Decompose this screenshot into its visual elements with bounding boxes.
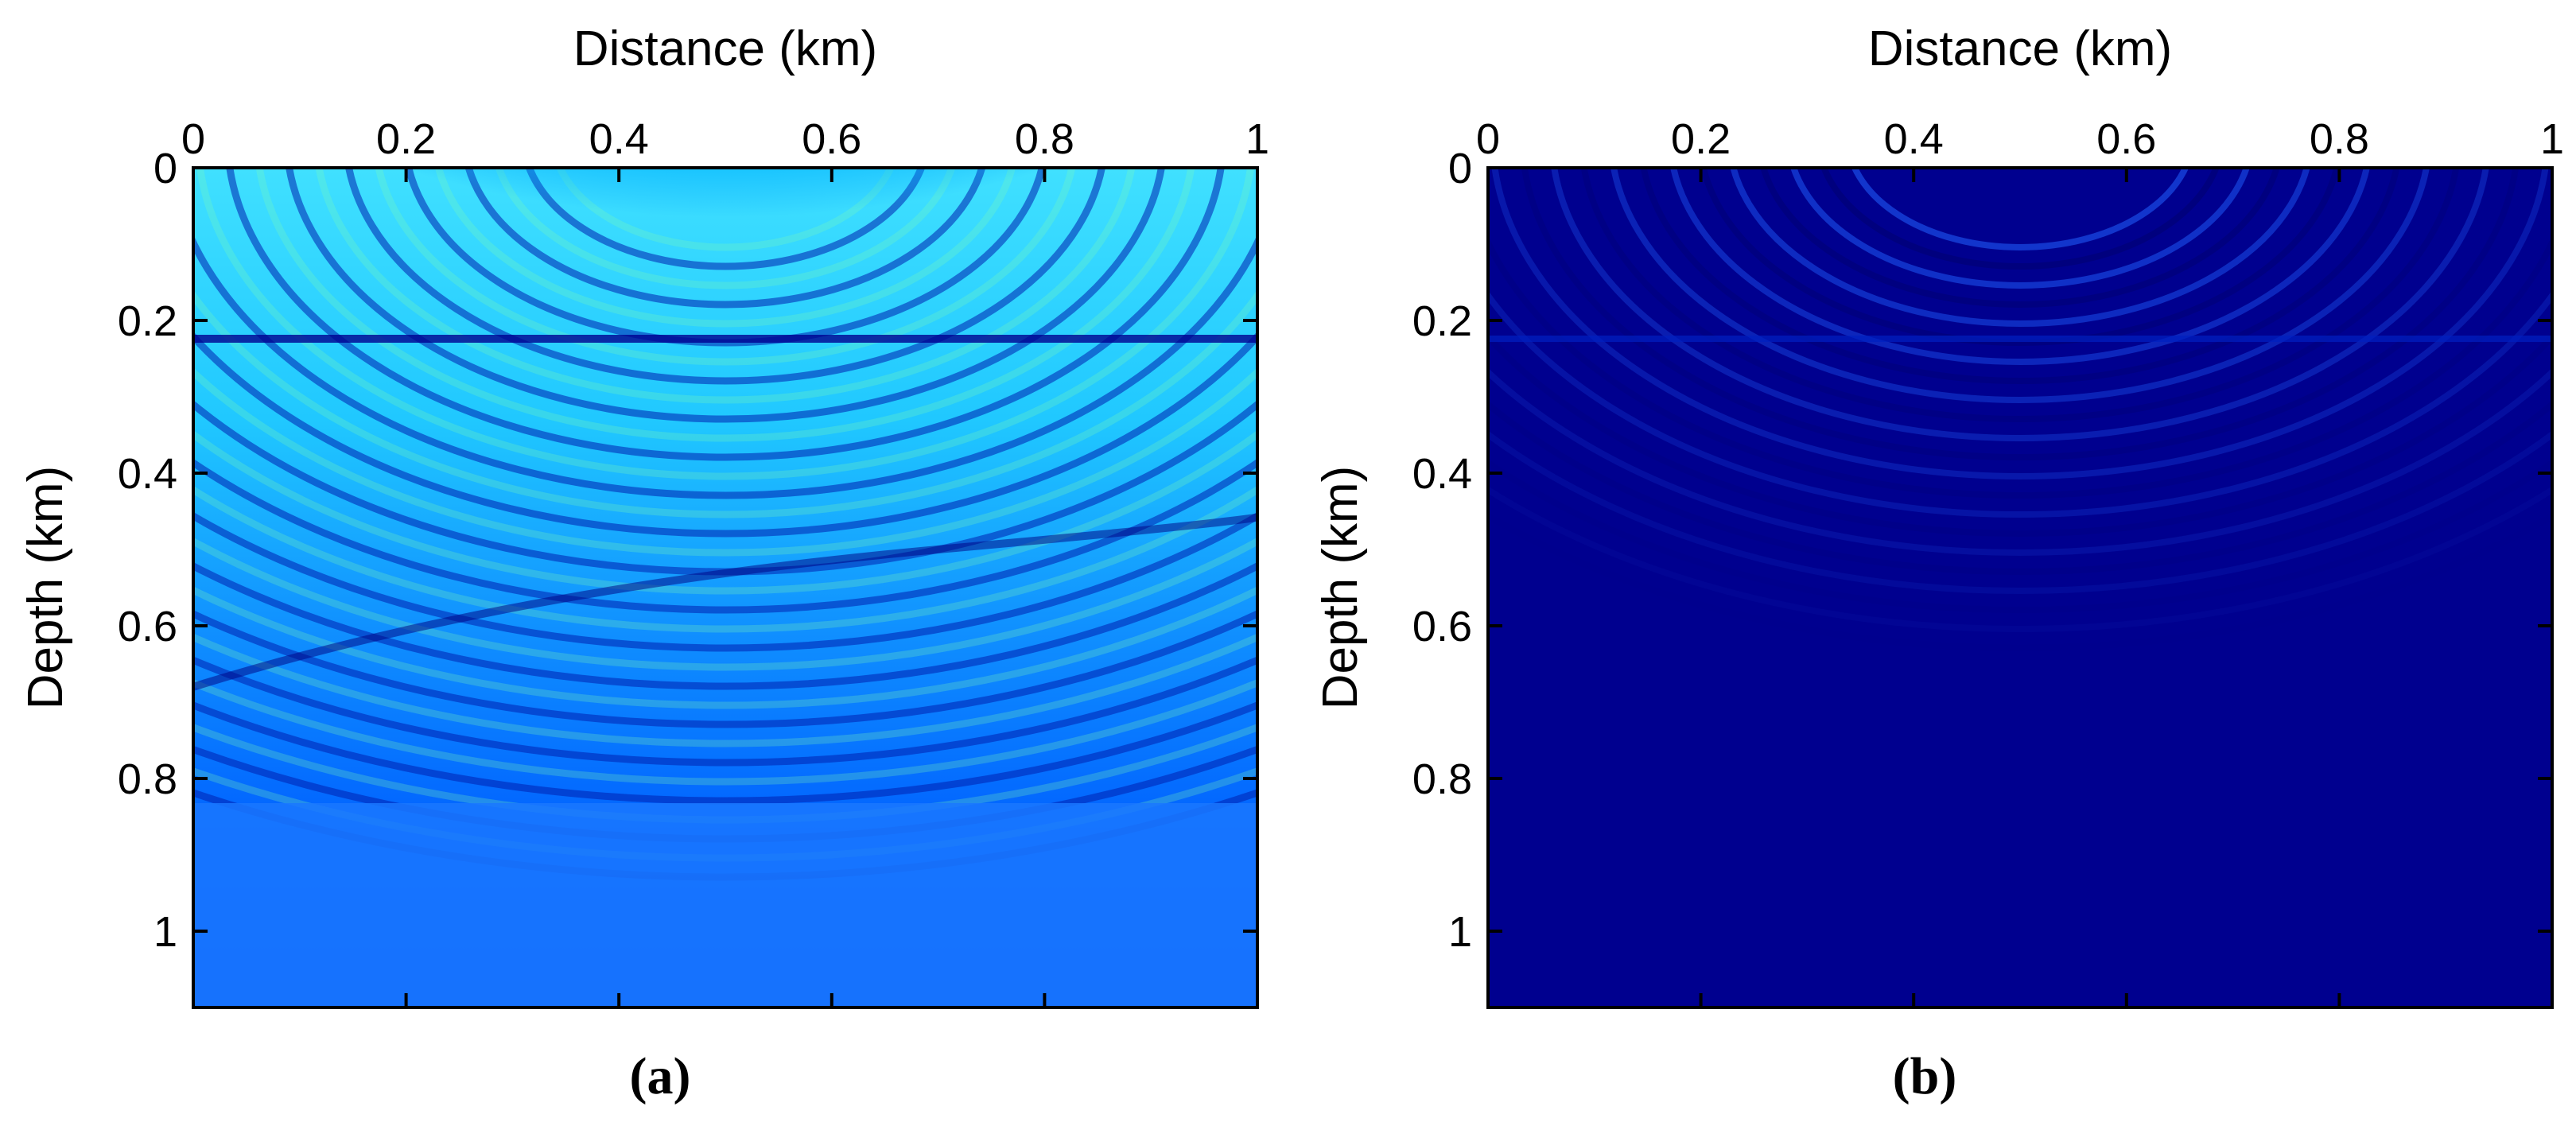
y-tick-label: 0.4 <box>1412 450 1472 498</box>
wavefront-arc <box>193 678 1257 786</box>
y-tick-label: 0.6 <box>118 603 177 650</box>
wavefront-arc <box>193 586 1257 709</box>
x-tick-label: 0.2 <box>1671 115 1731 163</box>
wavefront-arc <box>193 656 1257 767</box>
wavefront-arc <box>193 537 1257 671</box>
panel-b-xlabel: Distance (km) <box>1868 21 2172 76</box>
x-tick-label: 0.2 <box>376 115 436 163</box>
x-tick-label: 0.8 <box>2310 115 2369 163</box>
y-tick-label: 0.8 <box>118 755 177 803</box>
panel-b: Distance (km) Depth (km) 0 0.2 0.4 0.6 0.8 10… <box>1313 21 2564 1105</box>
panel-a-caption: (a) <box>630 1047 691 1105</box>
panel-b-ylabel: Depth (km) <box>1313 466 1368 710</box>
y-tick-label: 1 <box>1448 908 1472 956</box>
x-tick-label: 1 <box>1245 115 1269 163</box>
panel-a-deep-zone <box>193 803 1257 1007</box>
y-tick-label: 0.2 <box>1412 297 1472 345</box>
wavefront-arc <box>1488 486 2552 632</box>
wavefront-arc <box>193 633 1257 747</box>
panel-b-frame <box>1486 166 2554 1009</box>
panel-b-plot-area <box>1488 168 2552 1007</box>
x-tick-label: 0 <box>181 115 205 163</box>
wavefront-arc <box>193 701 1257 805</box>
panel-a-xlabel: Distance (km) <box>573 21 877 76</box>
wavefront-arc <box>193 609 1257 728</box>
panel-b-caption: (b) <box>1893 1047 1957 1105</box>
x-tick-label: 0.6 <box>2096 115 2156 163</box>
panel-a-plot-area <box>193 168 1257 1007</box>
y-tick-label: 0.8 <box>1412 755 1472 803</box>
y-tick-label: 0.2 <box>118 297 177 345</box>
y-tick-label: 0 <box>153 145 177 192</box>
y-tick-label: 1 <box>153 908 177 956</box>
x-tick-label: 0.6 <box>802 115 861 163</box>
panel-a: Distance (km) Depth (km) 0 0.2 0.4 0.6 0.8 10… <box>18 21 1269 1105</box>
x-tick-label: 0 <box>1476 115 1500 163</box>
x-tick-label: 0.4 <box>589 115 649 163</box>
panel-a-frame <box>192 166 1259 1009</box>
wavefront-arc <box>193 561 1257 690</box>
x-tick-label: 1 <box>2540 115 2564 163</box>
y-tick-label: 0 <box>1448 145 1472 192</box>
x-tick-label: 0.8 <box>1015 115 1074 163</box>
panel-a-source-hotspot <box>193 168 1257 661</box>
panel-a-ylabel: Depth (km) <box>18 466 73 710</box>
x-tick-label: 0.4 <box>1884 115 1944 163</box>
panel-b-source-hotspot <box>1488 168 2552 613</box>
y-tick-label: 0.6 <box>1412 603 1472 650</box>
y-tick-label: 0.4 <box>118 450 177 498</box>
panel-a-ticks: 0 0.2 0.4 0.6 0.8 1 0 0.2 0.4 0.6 0.8 1 <box>118 115 1269 1007</box>
panel-b-ticks: 0 0.2 0.4 0.6 0.8 1 0 0.2 0.4 0.6 0.8 1 <box>1412 115 2564 1007</box>
